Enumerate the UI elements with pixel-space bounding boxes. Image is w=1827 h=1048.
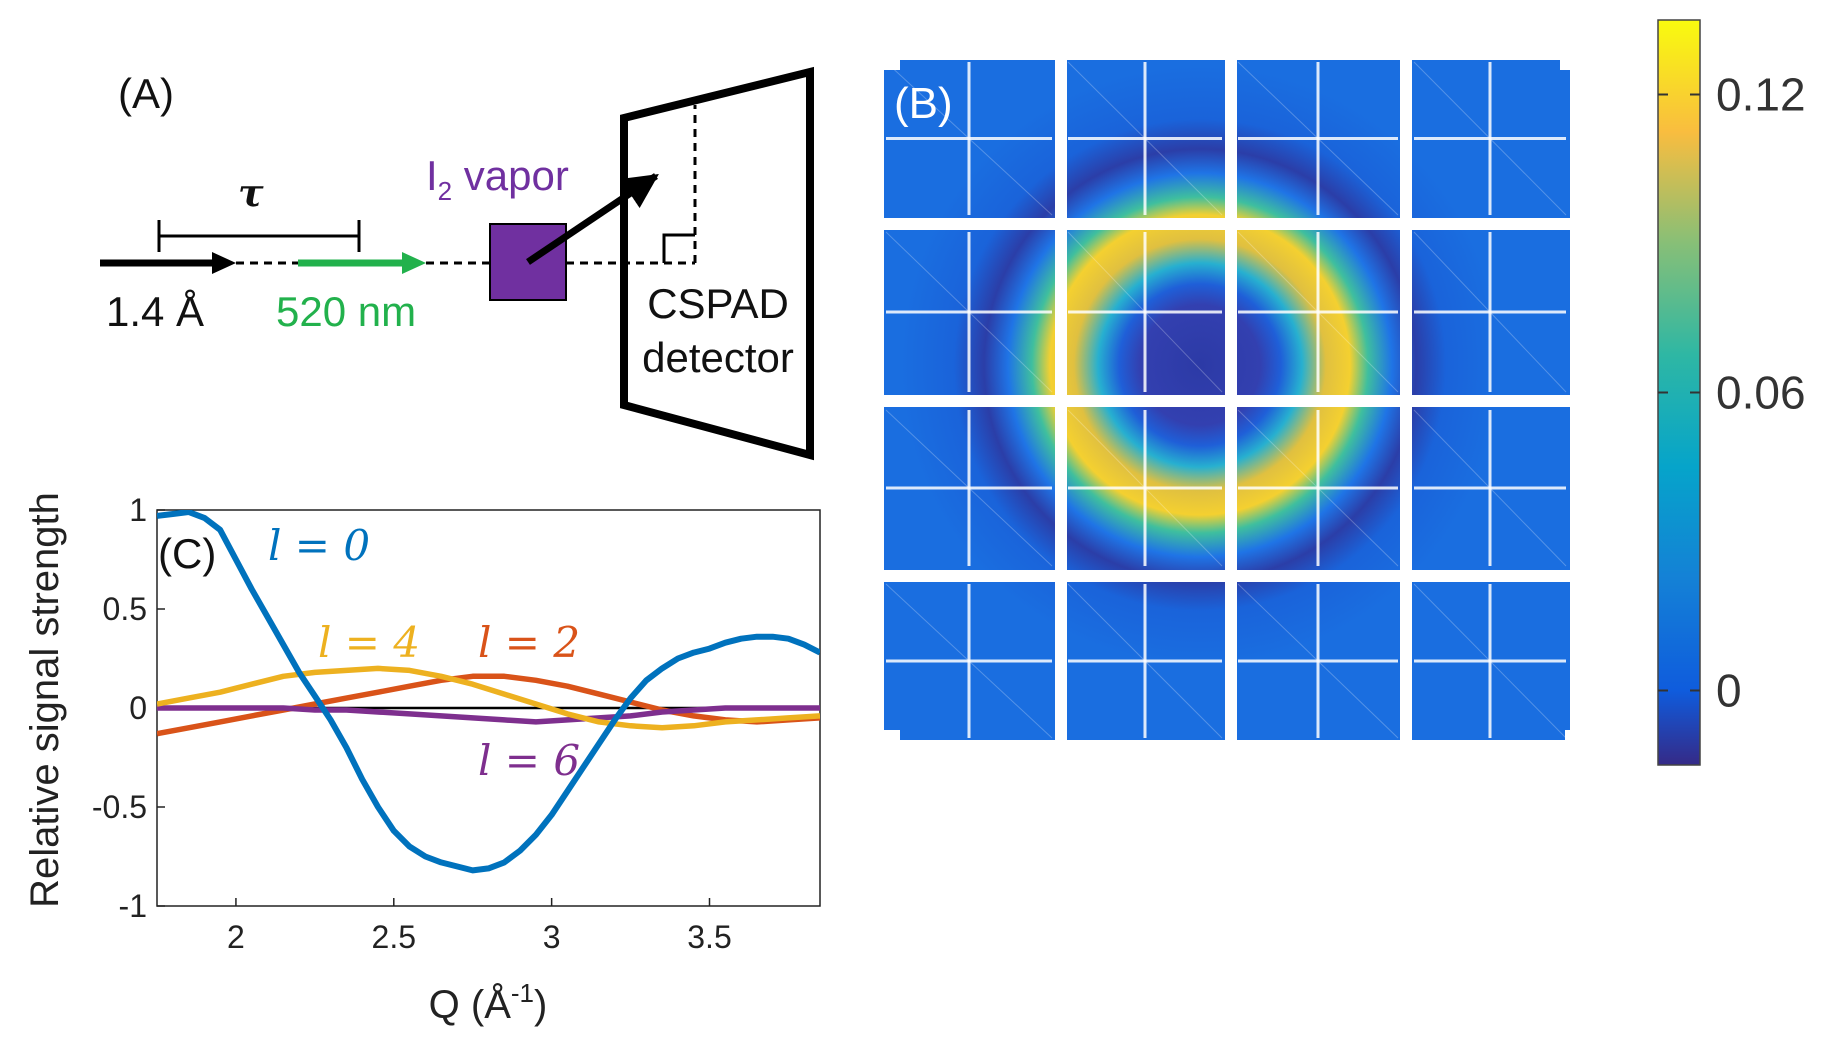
y-tick-label: 0 [129,690,147,726]
x-tick-label: 2.5 [372,919,416,955]
y-tick-label: -0.5 [92,789,147,825]
y-tick-label: -1 [119,888,147,924]
x-tick-label: 2 [227,919,245,955]
tile-diagonal [885,61,1053,216]
colorbar-tick-label: 0 [1716,665,1742,717]
panel-a-label: (A) [118,70,174,117]
tile-gap [1570,50,1580,750]
series-line-l4 [157,665,820,731]
series-label-l2: l = 2 [478,618,580,667]
detector-label-line2: detector [642,334,794,381]
tile-gap [880,740,1580,750]
y-tick-label: 0.5 [103,591,147,627]
laser-wavelength-label: 520 nm [276,288,416,335]
sample-label: I2 vapor [426,152,569,206]
tile-diagonal [1413,583,1567,739]
panel-c-chart: 2 2.5 3 3.5 1 0.5 0 -0.5 -1 (C) l = 0 l = 2 l = … [23,492,821,1027]
detector-tile-gaps [880,50,1580,750]
x-tick-label: 3.5 [687,919,731,955]
tile-diagonal [1413,409,1567,567]
cspad-detector-outline [620,66,814,461]
tile-diagonal [1067,409,1223,567]
tile-diagonal [1067,231,1223,393]
panel-a-schematic: (A) τ 1.4 Å 520 nm I2 vapor CSP [100,66,814,461]
series-line-l0 [157,510,820,874]
right-angle-marker [662,233,695,263]
tile-diagonal [1413,61,1567,216]
delay-bracket [157,220,361,252]
tile-diagonal [1237,409,1399,567]
series-label-l0: l = 0 [268,521,370,570]
detector-tile-grid [885,61,1567,739]
tile-gap [880,50,1580,60]
x-tick-label: 3 [543,919,561,955]
scattered-xray-arrow [526,173,659,265]
laser-pulse-arrow [298,252,426,274]
series-line-l2 [157,673,820,737]
colorbar-tick-label: 0.06 [1716,367,1806,419]
tile-corner-blank [880,50,900,70]
chart-axes: 2 2.5 3 3.5 1 0.5 0 -0.5 -1 [92,492,820,955]
y-tick-label: 1 [129,492,147,528]
tile-diagonal [885,231,1053,393]
tile-diagonal [1237,61,1399,216]
tile-diagonal [1067,61,1223,216]
tile-gap [880,218,1580,230]
tile-corner-blank [880,730,900,750]
chart-series [157,510,820,874]
detector-label-line1: CSPAD [647,280,789,327]
xray-pulse-arrow [100,252,236,274]
x-axis-label: Q (Å-1) [429,978,548,1027]
colorbar-ticks: 0.12 0.06 0 [1658,69,1806,717]
tile-diagonal [1067,583,1223,739]
colorbar: 0.12 0.06 0 [1657,19,1806,766]
delay-tau-label: τ [238,170,264,215]
tile-diagonal [1237,231,1399,393]
colorbar-tick-label: 0.12 [1716,69,1806,121]
panel-c-label: (C) [158,530,216,577]
tile-gap [880,570,1580,582]
series-label-l6: l = 6 [478,736,580,785]
tile-corner-blank [1560,50,1580,70]
xray-wavelength-label: 1.4 Å [106,288,204,335]
tile-diagonal [885,583,1053,739]
tile-diagonal [885,409,1053,567]
tile-diagonal [1237,583,1399,739]
tile-diagonal [1413,231,1567,393]
panel-b-detector-image: (B) [880,50,1580,750]
y-axis-label: Relative signal strength [23,492,67,908]
panel-b-label: (B) [894,79,953,128]
series-line-l6 [157,705,820,725]
tile-corner-blank [1565,730,1580,750]
tile-gap [880,395,1580,407]
series-label-l4: l = 4 [318,618,420,667]
